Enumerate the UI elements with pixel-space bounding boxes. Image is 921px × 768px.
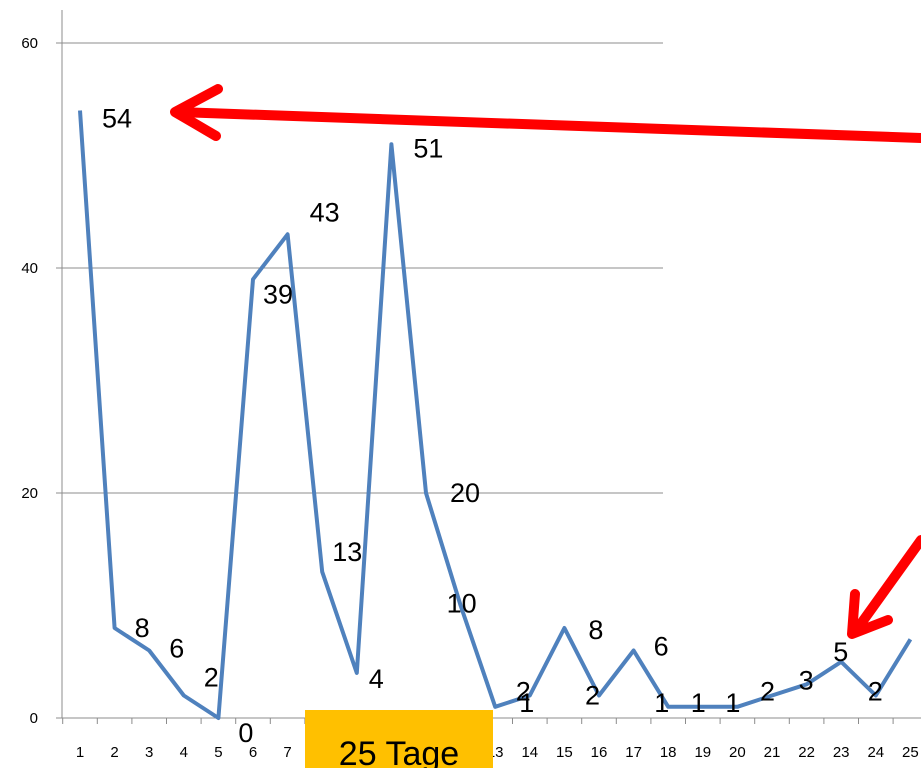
data-label: 2 bbox=[868, 677, 883, 707]
x-tick-label: 23 bbox=[833, 744, 850, 761]
x-tick-label: 14 bbox=[521, 744, 538, 761]
data-label: 3 bbox=[799, 665, 814, 695]
x-tick-label: 20 bbox=[729, 744, 746, 761]
data-label: 6 bbox=[169, 634, 184, 664]
x-tick-label: 24 bbox=[867, 744, 884, 761]
x-tick-label: 17 bbox=[625, 744, 642, 761]
data-label: 39 bbox=[263, 279, 293, 309]
data-label: 1 bbox=[519, 688, 534, 718]
data-label: 6 bbox=[654, 632, 669, 662]
data-label: 20 bbox=[450, 478, 480, 508]
data-label: 2 bbox=[204, 663, 219, 693]
data-label: 2 bbox=[760, 677, 775, 707]
x-tick-label: 6 bbox=[249, 744, 257, 761]
data-label: 5 bbox=[833, 637, 848, 667]
data-label: 0 bbox=[238, 718, 253, 748]
data-label: 4 bbox=[369, 664, 384, 694]
data-label: 13 bbox=[332, 537, 362, 567]
x-tick-label: 18 bbox=[660, 744, 677, 761]
data-label: 54 bbox=[102, 104, 132, 134]
series-group bbox=[78, 110, 913, 720]
data-label: 1 bbox=[654, 688, 669, 718]
x-tick-label: 21 bbox=[764, 744, 781, 761]
y-tick-label: 20 bbox=[21, 485, 38, 502]
data-label: 1 bbox=[725, 688, 740, 718]
data-label: 1 bbox=[691, 688, 706, 718]
arrow-head bbox=[170, 84, 223, 141]
arrow-head bbox=[847, 589, 893, 639]
y-axis-tick-labels: 0 20 40 60 bbox=[21, 35, 38, 727]
arrow-shaft bbox=[850, 535, 921, 637]
gridlines bbox=[62, 42, 663, 494]
duration-badge: 25 Tage bbox=[305, 710, 493, 768]
y-tick-label: 60 bbox=[21, 35, 38, 52]
x-tick-label: 19 bbox=[694, 744, 711, 761]
duration-badge-label: 25 Tage bbox=[339, 735, 459, 768]
data-label: 8 bbox=[588, 615, 603, 645]
data-label: 2 bbox=[585, 681, 600, 711]
y-tick-label: 40 bbox=[21, 260, 38, 277]
x-tick-label: 2 bbox=[110, 744, 118, 761]
data-label: 2 bbox=[516, 677, 531, 707]
arrow-shaft bbox=[173, 107, 921, 143]
data-label: 10 bbox=[447, 589, 477, 619]
x-axis-tick-labels: 1234567891011121314151617181920212223242… bbox=[76, 744, 919, 761]
duration-badge-box bbox=[305, 710, 493, 768]
y-tick-label: 0 bbox=[30, 710, 38, 727]
data-label: 43 bbox=[310, 197, 340, 227]
x-tick-label: 4 bbox=[180, 744, 188, 761]
x-tick-label: 16 bbox=[591, 744, 608, 761]
annotation-arrows bbox=[170, 84, 921, 639]
x-tick-label: 1 bbox=[76, 744, 84, 761]
x-tick-label: 15 bbox=[556, 744, 573, 761]
series-line bbox=[78, 110, 913, 720]
x-tick-label: 5 bbox=[214, 744, 222, 761]
x-tick-label: 7 bbox=[283, 744, 291, 761]
data-label: 51 bbox=[413, 133, 443, 163]
x-tick-label: 22 bbox=[798, 744, 815, 761]
data-label: 8 bbox=[135, 613, 150, 643]
x-tick-label: 25 bbox=[902, 744, 919, 761]
x-tick-label: 3 bbox=[145, 744, 153, 761]
